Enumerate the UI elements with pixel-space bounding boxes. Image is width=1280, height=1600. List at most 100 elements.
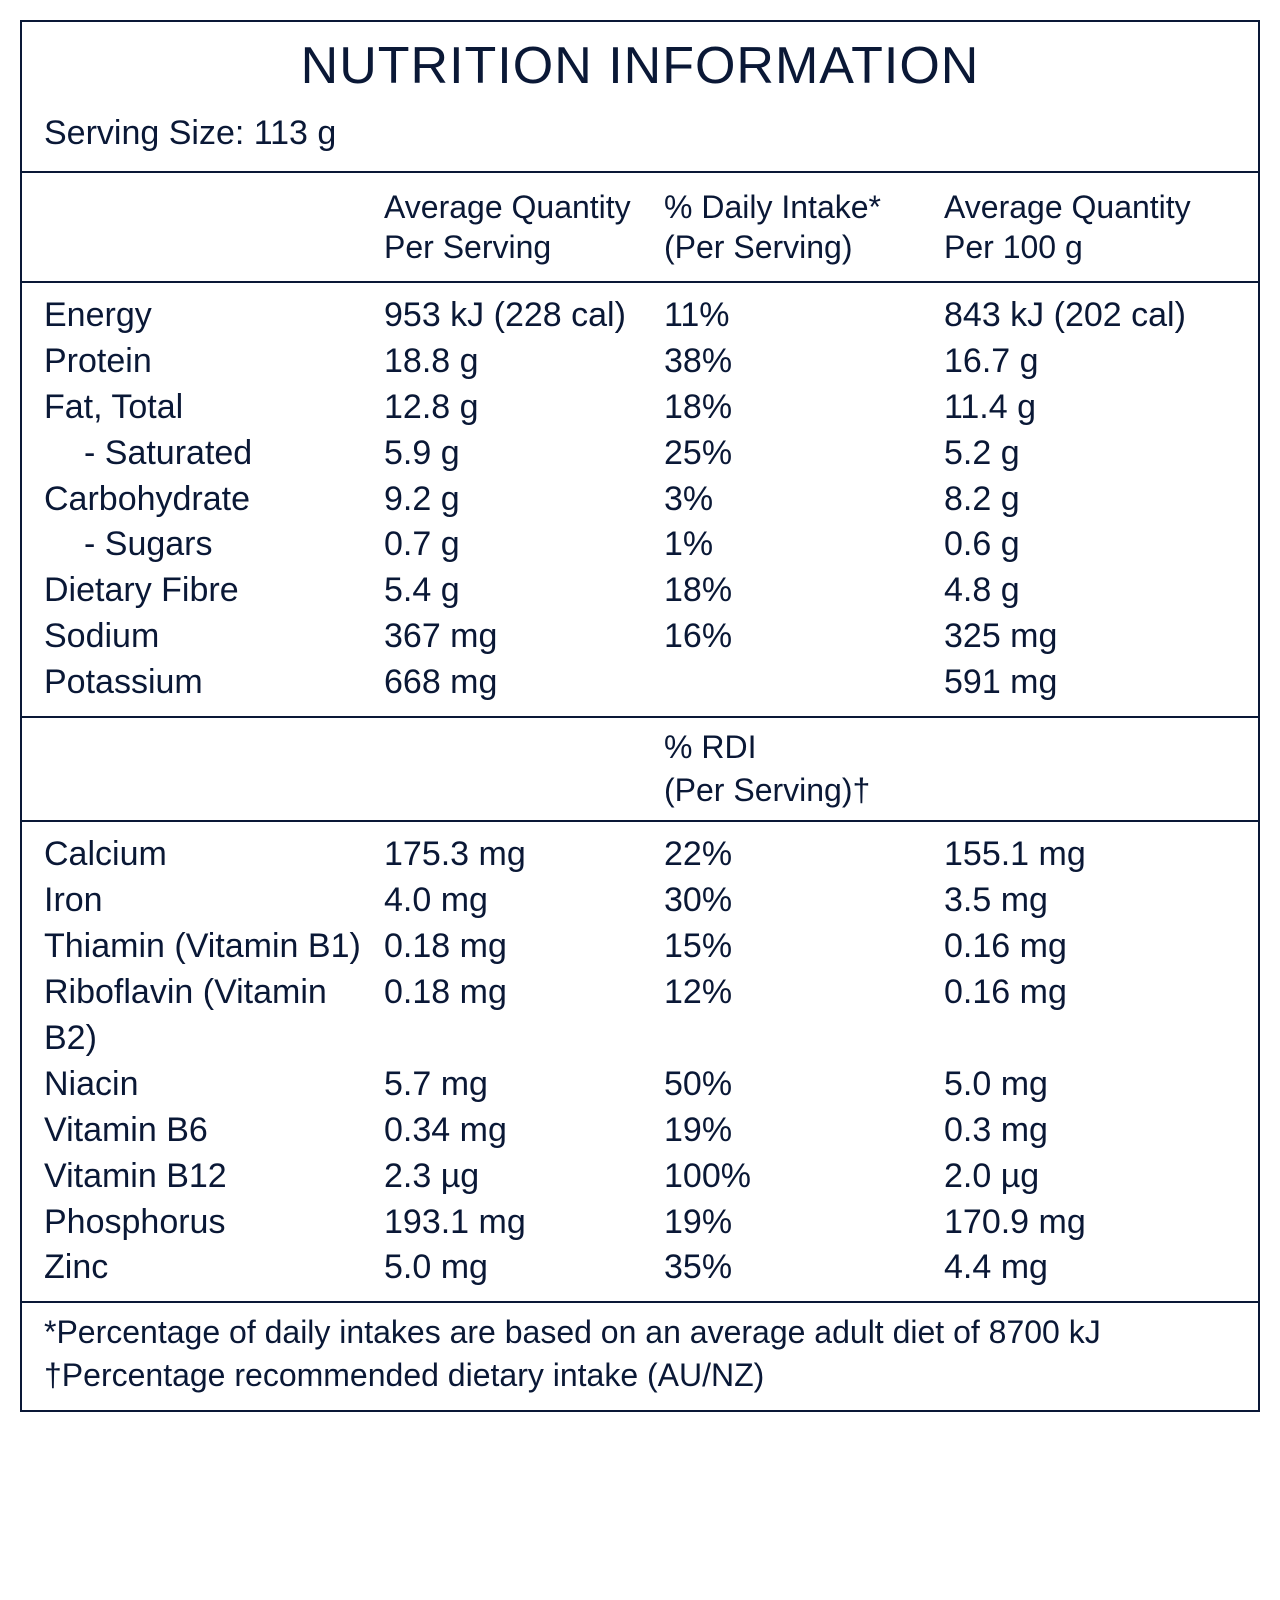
per-serving-value: 5.7 mg — [384, 1062, 664, 1108]
table-row: Sodium367 mg16%325 mg — [22, 614, 1258, 660]
header-daily-intake-l1: % Daily Intake* — [664, 189, 881, 225]
nutrient-name: Carbohydrate — [44, 477, 384, 523]
per-serving-value: 5.0 mg — [384, 1245, 664, 1291]
nutrient-name: Niacin — [44, 1062, 384, 1108]
nutrient-name: Energy — [44, 293, 384, 339]
table-row: Iron4.0 mg30%3.5 mg — [22, 878, 1258, 924]
table-row: Carbohydrate9.2 g3%8.2 g — [22, 477, 1258, 523]
nutrient-name: - Saturated — [44, 431, 384, 477]
table-row: - Saturated5.9 g25%5.2 g — [22, 431, 1258, 477]
nutrient-name: Dietary Fibre — [44, 568, 384, 614]
header-per-100g-l1: Average Quantity — [944, 189, 1191, 225]
per-100g-value: 5.0 mg — [944, 1062, 1236, 1108]
nutrient-name: Potassium — [44, 660, 384, 706]
nutrient-name: Thiamin (Vitamin B1) — [44, 924, 384, 970]
per-serving-value: 175.3 mg — [384, 832, 664, 878]
nutrient-name: Sodium — [44, 614, 384, 660]
header-per-serving: Average Quantity Per Serving — [384, 187, 664, 267]
rdi-subheader: % RDI (Per Serving)† — [22, 718, 1258, 822]
serving-size: Serving Size: 113 g — [22, 106, 1258, 173]
percent-value: 50% — [664, 1062, 944, 1108]
per-serving-value: 4.0 mg — [384, 878, 664, 924]
nutrient-name: - Sugars — [44, 522, 384, 568]
header-blank — [44, 187, 384, 267]
per-serving-value: 12.8 g — [384, 385, 664, 431]
per-serving-value: 9.2 g — [384, 477, 664, 523]
percent-value: 100% — [664, 1154, 944, 1200]
nutrient-name: Vitamin B6 — [44, 1108, 384, 1154]
nutrient-name: Phosphorus — [44, 1200, 384, 1246]
per-100g-value: 170.9 mg — [944, 1200, 1236, 1246]
rdi-label-l2: (Per Serving)† — [664, 772, 870, 808]
table-row: Phosphorus193.1 mg19%170.9 mg — [22, 1200, 1258, 1246]
per-100g-value: 8.2 g — [944, 477, 1236, 523]
per-serving-value: 5.9 g — [384, 431, 664, 477]
table-row: Energy953 kJ (228 cal)11%843 kJ (202 cal… — [22, 293, 1258, 339]
percent-value: 1% — [664, 522, 944, 568]
per-serving-value: 2.3 µg — [384, 1154, 664, 1200]
table-row: Zinc5.0 mg35%4.4 mg — [22, 1245, 1258, 1291]
per-100g-value: 0.3 mg — [944, 1108, 1236, 1154]
nutrient-name: Protein — [44, 339, 384, 385]
per-serving-value: 5.4 g — [384, 568, 664, 614]
percent-value: 19% — [664, 1200, 944, 1246]
nutrition-panel: NUTRITION INFORMATION Serving Size: 113 … — [20, 20, 1260, 1412]
per-serving-value: 0.18 mg — [384, 970, 664, 1062]
footnotes: *Percentage of daily intakes are based o… — [22, 1303, 1258, 1409]
percent-value: 16% — [664, 614, 944, 660]
table-row: Vitamin B122.3 µg100%2.0 µg — [22, 1154, 1258, 1200]
percent-value: 38% — [664, 339, 944, 385]
table-row: Potassium668 mg591 mg — [22, 660, 1258, 706]
header-daily-intake-l2: (Per Serving) — [664, 229, 853, 265]
per-100g-value: 2.0 µg — [944, 1154, 1236, 1200]
column-headers: Average Quantity Per Serving % Daily Int… — [22, 173, 1258, 283]
table-row: Niacin5.7 mg50%5.0 mg — [22, 1062, 1258, 1108]
footnote-daily-intake: *Percentage of daily intakes are based o… — [44, 1311, 1236, 1354]
per-serving-value: 953 kJ (228 cal) — [384, 293, 664, 339]
percent-value: 3% — [664, 477, 944, 523]
percent-value: 25% — [664, 431, 944, 477]
per-serving-value: 0.7 g — [384, 522, 664, 568]
per-serving-value: 367 mg — [384, 614, 664, 660]
per-100g-value: 0.16 mg — [944, 970, 1236, 1062]
nutrient-name: Zinc — [44, 1245, 384, 1291]
nutrient-name: Vitamin B12 — [44, 1154, 384, 1200]
per-100g-value: 325 mg — [944, 614, 1236, 660]
percent-value: 30% — [664, 878, 944, 924]
percent-value: 19% — [664, 1108, 944, 1154]
percent-value — [664, 660, 944, 706]
per-100g-value: 0.16 mg — [944, 924, 1236, 970]
per-100g-value: 591 mg — [944, 660, 1236, 706]
percent-value: 35% — [664, 1245, 944, 1291]
footnote-rdi: †Percentage recommended dietary intake (… — [44, 1354, 1236, 1397]
table-row: Vitamin B60.34 mg19%0.3 mg — [22, 1108, 1258, 1154]
percent-value: 22% — [664, 832, 944, 878]
table-row: Protein18.8 g38%16.7 g — [22, 339, 1258, 385]
table-row: Riboflavin (Vitamin B2)0.18 mg12%0.16 mg — [22, 970, 1258, 1062]
macronutrients-section: Energy953 kJ (228 cal)11%843 kJ (202 cal… — [22, 283, 1258, 718]
header-per-serving-l1: Average Quantity — [384, 189, 631, 225]
per-serving-value: 0.34 mg — [384, 1108, 664, 1154]
table-row: Thiamin (Vitamin B1)0.18 mg15%0.16 mg — [22, 924, 1258, 970]
per-100g-value: 11.4 g — [944, 385, 1236, 431]
per-100g-value: 5.2 g — [944, 431, 1236, 477]
percent-value: 18% — [664, 385, 944, 431]
header-daily-intake: % Daily Intake* (Per Serving) — [664, 187, 944, 267]
per-100g-value: 155.1 mg — [944, 832, 1236, 878]
table-row: Fat, Total12.8 g18%11.4 g — [22, 385, 1258, 431]
per-serving-value: 0.18 mg — [384, 924, 664, 970]
percent-value: 18% — [664, 568, 944, 614]
per-100g-value: 0.6 g — [944, 522, 1236, 568]
percent-value: 11% — [664, 293, 944, 339]
header-per-100g: Average Quantity Per 100 g — [944, 187, 1236, 267]
per-100g-value: 4.8 g — [944, 568, 1236, 614]
panel-title: NUTRITION INFORMATION — [22, 22, 1258, 106]
table-row: Calcium175.3 mg22%155.1 mg — [22, 832, 1258, 878]
per-100g-value: 4.4 mg — [944, 1245, 1236, 1291]
per-100g-value: 3.5 mg — [944, 878, 1236, 924]
nutrient-name: Calcium — [44, 832, 384, 878]
rdi-label: % RDI (Per Serving)† — [664, 726, 944, 812]
header-per-100g-l2: Per 100 g — [944, 229, 1083, 265]
nutrient-name: Riboflavin (Vitamin B2) — [44, 970, 384, 1062]
rdi-label-l1: % RDI — [664, 729, 756, 765]
